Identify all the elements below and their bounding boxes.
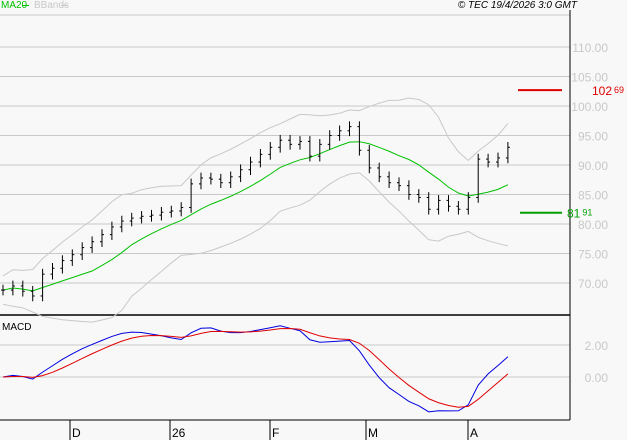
y-tick-label: 75.00 <box>578 248 608 262</box>
macd-label: MACD <box>2 322 32 333</box>
ma20-line <box>2 141 509 292</box>
y-tick-label: 95.00 <box>578 130 608 144</box>
macd-tick-label: 2.00 <box>585 339 609 353</box>
y-tick-label: 90.00 <box>578 159 608 173</box>
legend-ma20-swatch <box>22 5 29 6</box>
x-tick-label: D <box>72 426 81 440</box>
bband-upper <box>2 97 509 277</box>
x-tick-label: A <box>470 426 478 440</box>
signal-line <box>2 328 509 408</box>
support-label: 81 91 <box>567 207 592 221</box>
x-tick-label: M <box>368 426 378 440</box>
bband-lower <box>2 172 509 323</box>
y-tick-label: 105.00 <box>571 71 608 85</box>
macd-tick-label: 0.00 <box>585 371 609 385</box>
y-tick-label: 110.00 <box>572 41 608 55</box>
y-tick-label: 85.00 <box>578 189 608 203</box>
legend-bbands: BBands <box>34 0 70 11</box>
legend-ma20: MA20 <box>1 0 28 11</box>
copyright: © TEC 19/4/2026 3:0 GMT <box>457 0 577 11</box>
macd-line <box>2 325 509 413</box>
legend-bbands-swatch <box>61 5 68 6</box>
resistance-label: 102 69 <box>592 84 624 98</box>
x-tick-label: F <box>272 426 279 440</box>
y-tick-label: 70.00 <box>578 277 608 291</box>
x-tick-label: 26 <box>172 426 186 440</box>
y-tick-label: 100.00 <box>571 100 608 114</box>
y-tick-label: 80.00 <box>578 218 608 232</box>
